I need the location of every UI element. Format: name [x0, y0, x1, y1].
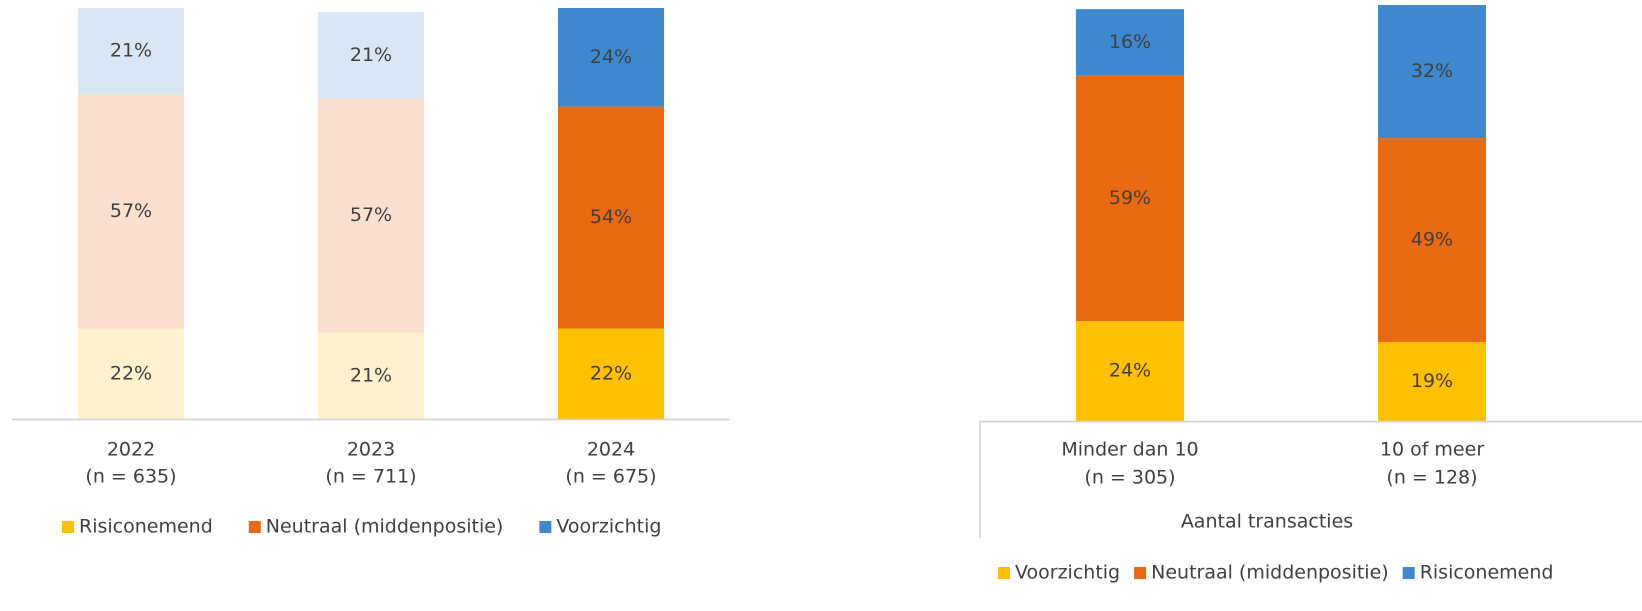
legend-swatch [539, 521, 552, 533]
data-label: 32% [1411, 60, 1453, 82]
bar-segment [558, 106, 664, 329]
bar-segment [1076, 75, 1184, 322]
bar-segment [78, 328, 184, 419]
legend-label: Voorzichtig [556, 516, 661, 538]
legend-label: Neutraal (middenpositie) [1151, 562, 1389, 584]
data-label: 19% [1411, 370, 1453, 392]
x-tick-label: 2022 [107, 439, 155, 461]
legend-swatch [248, 521, 261, 533]
x-tick-label: 10 of meer [1380, 439, 1484, 461]
bar-segment [78, 8, 184, 95]
data-label: 57% [110, 200, 152, 222]
x-axis-title: Aantal transacties [1181, 511, 1353, 533]
legend-swatch [62, 521, 74, 533]
data-label: 21% [350, 364, 392, 386]
bar-segment [318, 332, 424, 419]
x-tick-label: 2024 [587, 439, 635, 461]
bar-segment [1378, 138, 1486, 342]
x-tick-label: (n = 128) [1386, 467, 1477, 489]
bar-segment [558, 8, 664, 107]
bar-segment [1378, 341, 1486, 421]
data-label: 24% [590, 46, 632, 68]
bar-segment [1076, 9, 1184, 76]
data-label: 54% [590, 206, 632, 228]
bar-segment [1378, 5, 1486, 139]
data-label: 21% [350, 44, 392, 66]
data-label: 59% [1109, 187, 1151, 209]
data-label: 16% [1109, 31, 1151, 53]
data-label: 21% [110, 40, 152, 62]
bar-segment [318, 12, 424, 99]
data-label: 24% [1109, 360, 1151, 382]
legend-swatch [1402, 567, 1415, 579]
x-tick-label: (n = 711) [325, 466, 416, 488]
legend-label: Risiconemend [79, 516, 213, 538]
bar-segment [318, 98, 424, 333]
data-label: 57% [350, 204, 392, 226]
x-tick-label: (n = 675) [565, 466, 656, 488]
bar-segment [78, 94, 184, 329]
x-tick-label: (n = 635) [85, 466, 176, 488]
legend-label: Voorzichtig [1015, 562, 1120, 584]
data-label: 22% [590, 362, 632, 384]
data-label: 22% [110, 362, 152, 384]
x-tick-label: 2023 [347, 439, 395, 461]
legend-label: Risiconemend [1420, 562, 1554, 584]
data-label: 49% [1411, 229, 1453, 251]
legend-swatch [1134, 567, 1147, 579]
x-tick-label: (n = 305) [1084, 467, 1175, 489]
legend-label: Neutraal (middenpositie) [266, 516, 504, 538]
bar-segment [1076, 321, 1184, 421]
bar-segment [558, 328, 664, 419]
x-tick-label: Minder dan 10 [1061, 439, 1198, 461]
legend-swatch [998, 567, 1010, 579]
